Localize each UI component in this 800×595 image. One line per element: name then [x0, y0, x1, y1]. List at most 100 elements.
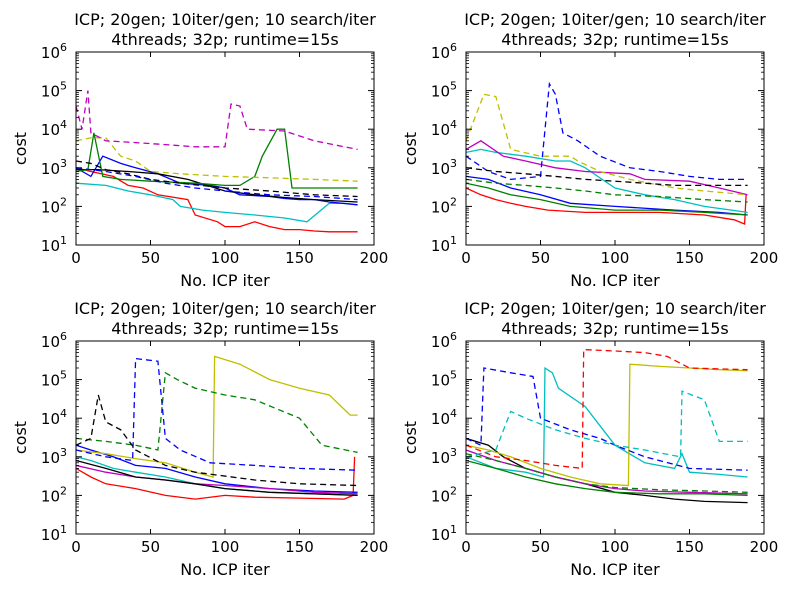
series-line-2 — [76, 182, 358, 223]
series-line-9 — [76, 90, 358, 151]
chart-title-line-1: ICP; 20gen; 10iter/gen; 10 search/iter — [74, 299, 376, 318]
y-tick-label: 102 — [431, 195, 457, 216]
chart-title-line-1: ICP; 20gen; 10iter/gen; 10 search/iter — [464, 299, 766, 318]
series-line-8 — [466, 390, 748, 458]
series-group — [466, 81, 748, 225]
series-line-2 — [466, 366, 748, 478]
x-tick-label: 100 — [601, 249, 630, 267]
y-axis-label: cost — [11, 421, 30, 454]
series-line-7 — [466, 81, 748, 181]
y-tick-label: 106 — [431, 41, 457, 62]
y-tick-label: 102 — [41, 484, 67, 505]
y-tick-label: 101 — [41, 234, 67, 255]
x-tick-label: 200 — [750, 249, 779, 267]
y-tick-label: 105 — [41, 80, 67, 101]
y-tick-label: 105 — [431, 80, 457, 101]
chart-title-line-1: ICP; 20gen; 10iter/gen; 10 search/iter — [74, 10, 376, 29]
chart-panel-4: 0 50 100 150 200 101 102 103 104 105 106 ICP; 20gen… — [401, 299, 778, 579]
y-axis-label: cost — [401, 132, 420, 165]
x-tick-label: 150 — [675, 538, 704, 556]
x-tick-label: 200 — [750, 538, 779, 556]
chart-panel-3: 0 50 100 150 200 101 102 103 104 105 106 ICP; 20gen… — [11, 299, 388, 579]
y-tick-label: 104 — [431, 407, 457, 428]
x-tick-label: 0 — [71, 249, 81, 267]
y-tick-label: 102 — [41, 195, 67, 216]
series-line-8 — [76, 167, 358, 201]
y-tick-label: 101 — [431, 523, 457, 544]
x-tick-label: 150 — [675, 249, 704, 267]
series-line-8 — [466, 167, 748, 187]
plot-area — [76, 52, 374, 245]
series-line-6 — [466, 93, 748, 196]
x-tick-label: 100 — [211, 249, 240, 267]
y-tick-label: 103 — [41, 446, 67, 467]
chart-panel-2: 0 50 100 150 200 101 102 103 104 105 106 ICP; 20gen… — [401, 10, 778, 290]
series-group — [466, 348, 748, 504]
chart-title-line-2: 4threads; 32p; runtime=15s — [501, 30, 729, 49]
y-tick-label: 101 — [41, 523, 67, 544]
series-line-4 — [466, 182, 748, 216]
series-line-1 — [76, 456, 356, 500]
series-line-5 — [466, 459, 748, 497]
series-line-3 — [466, 175, 748, 216]
series-line-7 — [76, 160, 358, 198]
chart-title-line-2: 4threads; 32p; runtime=15s — [111, 30, 339, 49]
series-group — [76, 355, 358, 500]
x-tick-label: 0 — [71, 538, 81, 556]
y-tick-label: 104 — [431, 118, 457, 139]
y-tick-label: 104 — [41, 118, 67, 139]
x-tick-label: 200 — [360, 538, 389, 556]
x-tick-label: 100 — [211, 538, 240, 556]
y-tick-label: 103 — [431, 446, 457, 467]
x-axis-label: No. ICP iter — [180, 271, 270, 290]
x-tick-label: 150 — [285, 538, 314, 556]
series-line-4 — [76, 168, 358, 203]
y-axis-label: cost — [401, 421, 420, 454]
chart-panel-1: 0 50 100 150 200 101 102 103 104 105 106 ICP; 20gen… — [11, 10, 388, 290]
series-line-1 — [466, 187, 747, 225]
x-axis-label: No. ICP iter — [570, 271, 660, 290]
x-tick-label: 50 — [531, 538, 550, 556]
series-line-5 — [76, 128, 358, 189]
chart-title-line-2: 4threads; 32p; runtime=15s — [501, 319, 729, 338]
x-tick-label: 0 — [461, 249, 471, 267]
x-tick-label: 150 — [285, 249, 314, 267]
series-line-9 — [466, 178, 748, 203]
y-tick-label: 102 — [431, 484, 457, 505]
x-tick-label: 50 — [531, 249, 550, 267]
x-tick-label: 200 — [360, 249, 389, 267]
series-line-6 — [466, 348, 748, 470]
y-tick-label: 105 — [431, 369, 457, 390]
series-line-9 — [466, 453, 748, 493]
y-axis-label: cost — [11, 132, 30, 165]
chart-title-line-2: 4threads; 32p; runtime=15s — [111, 319, 339, 338]
series-line-6 — [76, 137, 358, 182]
y-tick-label: 106 — [431, 330, 457, 351]
plot-area — [76, 341, 374, 534]
series-line-5 — [76, 459, 358, 497]
x-tick-label: 100 — [601, 538, 630, 556]
y-tick-label: 103 — [41, 157, 67, 178]
x-axis-label: No. ICP iter — [570, 560, 660, 579]
x-axis-label: No. ICP iter — [180, 560, 270, 579]
series-line-5 — [466, 140, 748, 196]
x-tick-label: 50 — [141, 249, 160, 267]
y-tick-label: 101 — [431, 234, 457, 255]
y-tick-label: 103 — [431, 157, 457, 178]
x-tick-label: 0 — [461, 538, 471, 556]
series-line-8 — [76, 357, 358, 471]
series-line-7 — [466, 367, 748, 471]
series-line-7 — [76, 371, 358, 454]
series-line-6 — [76, 355, 358, 478]
series-line-2 — [466, 148, 748, 214]
y-tick-label: 105 — [41, 369, 67, 390]
chart-title-line-1: ICP; 20gen; 10iter/gen; 10 search/iter — [464, 10, 766, 29]
series-group — [76, 90, 358, 233]
x-tick-label: 50 — [141, 538, 160, 556]
y-tick-label: 104 — [41, 407, 67, 428]
series-line-1 — [76, 167, 358, 233]
y-tick-label: 106 — [41, 330, 67, 351]
y-tick-label: 106 — [41, 41, 67, 62]
series-line-9 — [76, 394, 358, 487]
